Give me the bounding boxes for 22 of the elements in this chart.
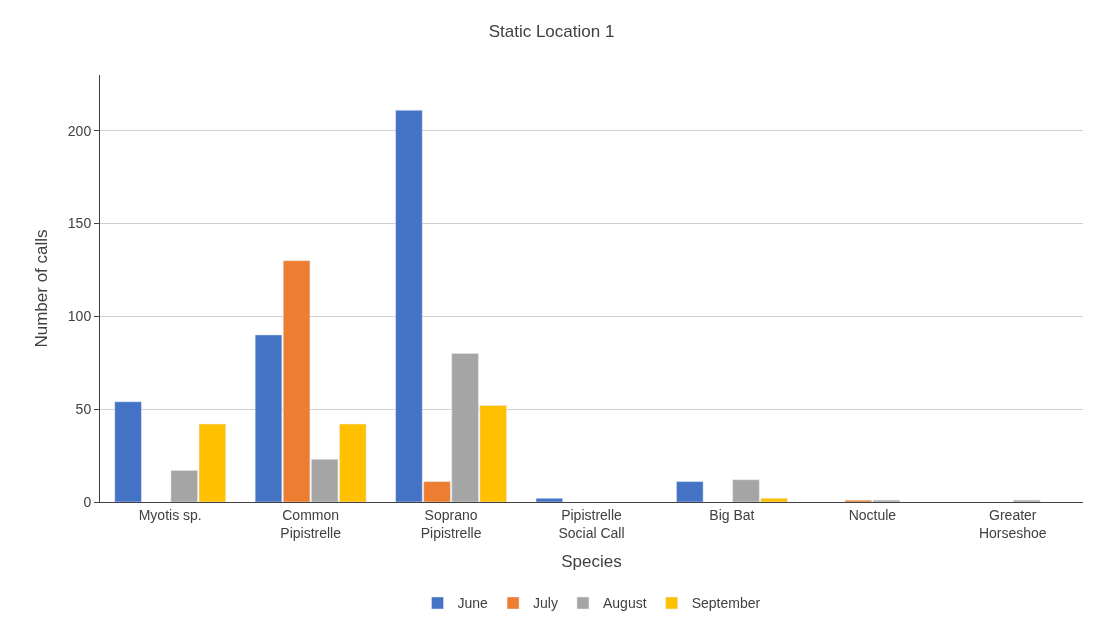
chart-title: Static Location 1: [488, 22, 615, 42]
y-tick-label: 0: [83, 493, 92, 510]
y-tick-label: 50: [75, 401, 92, 418]
y-axis-title: Number of calls: [32, 229, 52, 348]
x-tick-label: Myotis sp.: [138, 506, 202, 523]
x-tick-label: Greater Horseshoe: [978, 506, 1047, 541]
x-tick-label: Soprano Pipistrelle: [420, 506, 482, 541]
x-tick-label: Common Pipistrelle: [280, 506, 342, 541]
legend-label: August: [602, 595, 647, 612]
y-tick-label: 200: [67, 122, 92, 139]
legend-label: June: [457, 595, 489, 612]
bar: [676, 481, 704, 502]
bar: [114, 401, 142, 502]
x-tick-label: Noctule: [848, 506, 897, 523]
bar: [535, 498, 563, 502]
legend-label: September: [691, 595, 761, 612]
y-tick-label: 100: [67, 308, 92, 325]
legend-label: July: [533, 595, 558, 612]
x-tick-label: Pipistrelle Social Call: [558, 506, 625, 541]
x-tick-label: Big Bat: [709, 506, 755, 523]
y-tick-label: 150: [67, 215, 92, 232]
x-axis-title: Species: [561, 552, 622, 572]
